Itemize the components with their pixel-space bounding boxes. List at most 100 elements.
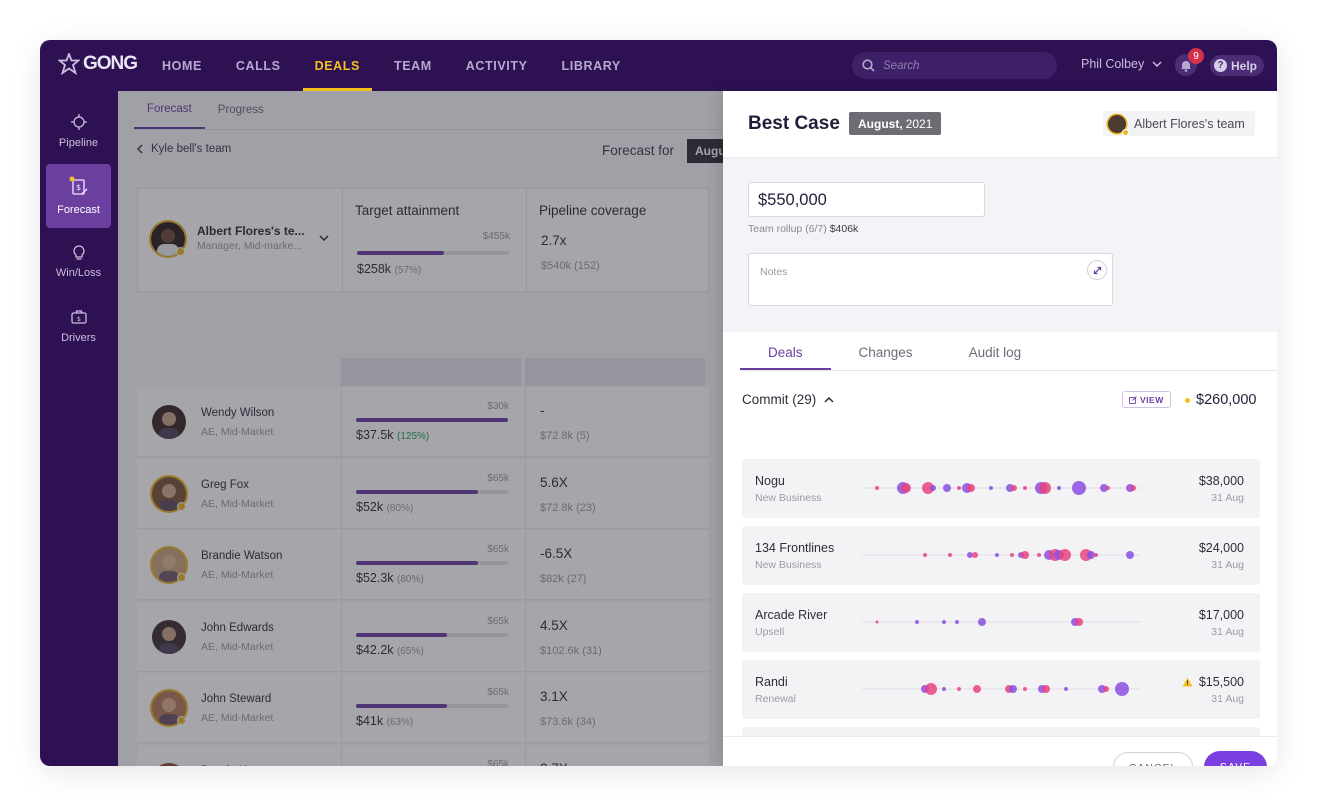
team-target-cap: $455k [482, 231, 510, 242]
deal-close-date: 31 Aug [1211, 626, 1244, 638]
target-value: $52k (80%) [356, 500, 413, 514]
user-name: Phil Colbey [1081, 57, 1145, 71]
nav-menu: HOME CALLS DEALS TEAM ACTIVITY LIBRARY [150, 40, 643, 91]
view-button[interactable]: VIEW [1122, 391, 1171, 408]
target-amount: $41k [356, 714, 384, 728]
table-row[interactable]: John Steward AE, Mid-Market $65k $41k (6… [137, 673, 709, 743]
avatar [152, 619, 186, 654]
help-label: Help [1231, 58, 1258, 73]
nav-deals[interactable]: DEALS [302, 40, 372, 91]
target-cap: $65k [487, 544, 509, 555]
column-group-strip [525, 358, 705, 386]
period-month: August, [858, 116, 903, 131]
period-year: 2021 [905, 116, 933, 131]
deal-amount-value: $15,500 [1198, 675, 1244, 689]
commit-toggle[interactable]: Commit (29) [742, 392, 834, 407]
panel-footer: CANCEL SAVE [723, 736, 1277, 766]
activity-dot [915, 620, 919, 624]
tab-progress[interactable]: Progress [217, 104, 264, 116]
activity-dot [901, 483, 911, 493]
forecast-doc-icon: $ [69, 176, 87, 195]
activity-dot [942, 687, 946, 691]
deal-amount: $17,000 [1199, 608, 1244, 622]
rep-cell: Wendy Wilson AE, Mid-Market [137, 387, 342, 457]
activity-dot [1039, 482, 1051, 494]
activity-dot [1094, 553, 1098, 557]
nav-home[interactable]: HOME [162, 58, 202, 73]
view-label: VIEW [1140, 394, 1164, 405]
activity-dot [1115, 682, 1129, 696]
expand-button[interactable] [1087, 260, 1107, 280]
coverage-cell: 3.1X $73.6k (34) [526, 673, 709, 743]
status-dot [177, 573, 186, 582]
deal-card[interactable]: 134 Frontlines New Business $24,000 31 A… [742, 526, 1260, 585]
sidebar-item-forecast[interactable]: $ Forecast [46, 164, 111, 228]
table-row[interactable]: Greg Fox AE, Mid-Market $65k $52k (80%) … [137, 458, 709, 529]
target-bar [356, 418, 508, 422]
warning-icon [1182, 677, 1193, 687]
deal-card[interactable]: Randi Renewal $15,500 31 Aug [742, 660, 1260, 719]
person-photo-icon [159, 626, 179, 654]
nav-team[interactable]: TEAM [393, 58, 432, 73]
target-cell: $65k $52k (80%) [342, 458, 526, 529]
nav-activity[interactable]: ACTIVITY [465, 58, 528, 73]
table-row[interactable]: John Edwards AE, Mid-Market $65k $42.2k … [137, 601, 709, 672]
table-row[interactable]: Brandie Watson AE, Mid-Market $65k $52.3… [137, 530, 709, 600]
rep-name: Brandie Watson [201, 550, 283, 562]
save-button[interactable]: SAVE [1204, 751, 1267, 766]
deal-card[interactable]: Arcade River Upsell $17,000 31 Aug [742, 593, 1260, 652]
status-dot [1122, 128, 1129, 136]
target-amount: $42.2k [356, 642, 394, 657]
commit-label: Commit (29) [742, 392, 817, 407]
forecast-main: Forecast Progress Kyle bell's team Forec… [118, 91, 727, 766]
tab-changes[interactable]: Changes [858, 345, 913, 360]
table-row[interactable]: Wendy Wilson AE, Mid-Market $30k $37.5k … [137, 387, 709, 457]
table-row[interactable]: Bessie Nguyen AE, Mid-Market $65k $26k (… [137, 744, 709, 766]
tab-forecast[interactable]: Forecast [134, 91, 205, 129]
nav-calls[interactable]: CALLS [235, 58, 281, 73]
chevron-down-icon [1152, 61, 1162, 67]
person-photo-icon [159, 555, 179, 582]
sidebar-item-winloss[interactable]: Win/Loss [46, 229, 111, 293]
sidebar-item-pipeline[interactable]: Pipeline [46, 99, 111, 163]
target-cap: $65k [487, 472, 509, 484]
activity-dot [1064, 687, 1068, 691]
month-selector[interactable]: Augu [687, 139, 727, 163]
nav-library[interactable]: LIBRARY [561, 58, 621, 73]
activity-dot [1103, 686, 1109, 692]
sidebar-label-winloss: Win/Loss [55, 267, 102, 279]
team-pill[interactable]: Albert Flores's team [1103, 111, 1255, 136]
coverage-value: -6.5X [540, 546, 573, 561]
activity-dot [1072, 481, 1086, 495]
tab-audit-log[interactable]: Audit log [968, 345, 1022, 360]
person-photo-icon [159, 698, 179, 725]
subtab-divider [134, 129, 723, 130]
notes-field[interactable]: Notes [748, 253, 1113, 306]
target-pct: (80%) [386, 502, 414, 514]
team-cell[interactable]: Albert Flores's te... Manager, Mid-marke… [138, 189, 343, 293]
breadcrumb[interactable]: Kyle bell's team [136, 143, 231, 155]
target-bar [356, 632, 508, 637]
person-photo-icon [157, 229, 179, 256]
target-value: $52.3k (80%) [356, 571, 424, 585]
activity-dot [995, 553, 999, 557]
logo-text: GONG [83, 53, 138, 74]
target-amount: $52k [356, 499, 384, 514]
target-amount: $52.3k [356, 571, 394, 585]
deal-card[interactable]: Nogu New Business $38,000 31 Aug [742, 459, 1260, 518]
target-bar-fill [356, 489, 478, 494]
team-coverage-value: 2.7x [541, 233, 567, 248]
user-menu[interactable]: Phil Colbey [1081, 57, 1162, 71]
cancel-button[interactable]: CANCEL [1113, 752, 1193, 766]
gong-logo[interactable]: GONG [58, 53, 138, 75]
tab-deals[interactable]: Deals [740, 340, 831, 370]
activity-dot [930, 485, 936, 491]
amount-input[interactable]: $550,000 [748, 182, 985, 217]
sidebar-item-drivers[interactable]: $ Drivers [46, 294, 111, 358]
help-button[interactable]: ? Help [1210, 55, 1265, 76]
target-value: $42.2k (65%) [356, 643, 424, 657]
breadcrumb-label: Kyle bell's team [151, 143, 232, 155]
team-target-value: $258k (57%) [357, 262, 421, 276]
search-input[interactable]: Search [852, 52, 1057, 79]
modal-overlay[interactable] [118, 91, 723, 766]
